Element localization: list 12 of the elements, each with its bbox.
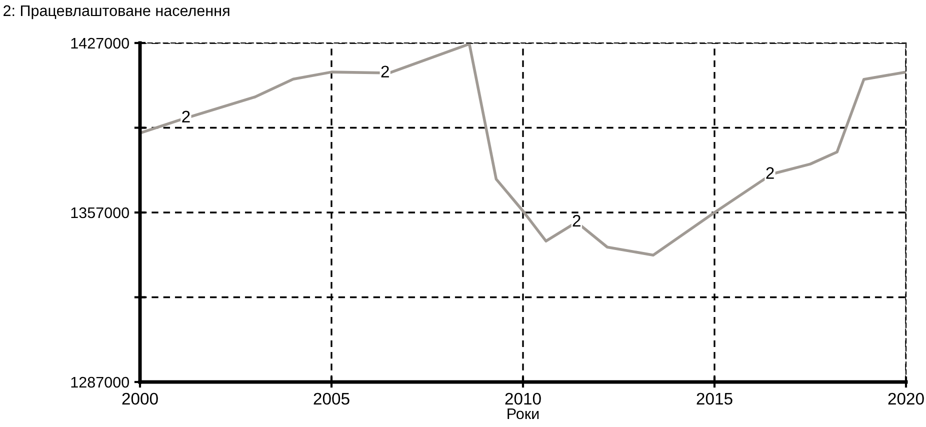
x-tick-label: 2000 (122, 392, 158, 405)
chart-title: 2: Працевлаштоване населення (4, 5, 230, 20)
x-axis-title: Роки (508, 408, 539, 420)
y-tick-label: 1287000 (71, 376, 129, 388)
annotation: 2 (182, 110, 190, 122)
x-tick-label: 2020 (888, 392, 924, 405)
x-tick-label: 2005 (314, 392, 350, 405)
x-tick-label: 2015 (696, 392, 732, 405)
x-tick-label: 2010 (505, 392, 541, 405)
y-tick-label: 1357000 (71, 207, 129, 218)
annotation: 2 (381, 66, 389, 78)
y-tick-label: 1427000 (71, 38, 129, 49)
